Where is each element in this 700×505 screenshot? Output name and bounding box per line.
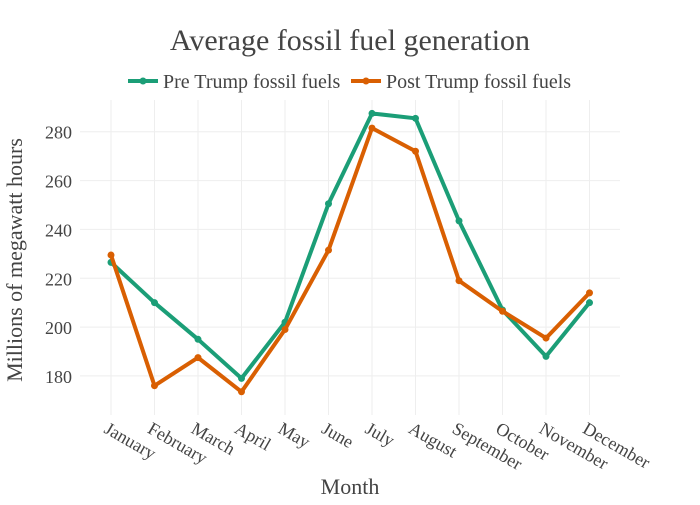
data-point[interactable]: [586, 289, 593, 297]
data-point[interactable]: [325, 200, 332, 208]
x-tick-label: July: [362, 418, 398, 450]
data-point[interactable]: [542, 352, 550, 360]
y-tick-label: 200: [45, 318, 72, 338]
data-point[interactable]: [455, 277, 463, 285]
data-point[interactable]: [412, 114, 419, 122]
data-point[interactable]: [368, 124, 376, 132]
legend-swatch-marker: [139, 77, 147, 85]
y-tick-label: 180: [45, 367, 72, 387]
y-axis-ticks: 180 200 220 240 260 280: [45, 123, 72, 387]
x-axis-title: Month: [321, 474, 380, 499]
y-axis-title: Millions of megawatt hours: [2, 138, 27, 382]
data-point[interactable]: [325, 246, 332, 254]
chart-title: Average fossil fuel generation: [170, 24, 530, 57]
data-point[interactable]: [586, 299, 593, 307]
data-point[interactable]: [281, 326, 289, 334]
legend-item-2[interactable]: Post Trump fossil fuels: [351, 71, 571, 93]
legend[interactable]: Pre Trump fossil fuels Post Trump fossil …: [128, 71, 571, 93]
x-tick-label: May: [275, 418, 314, 452]
series-layer: [107, 109, 593, 396]
legend-label: Post Trump fossil fuels: [386, 71, 571, 93]
series-1: [107, 109, 593, 382]
x-tick-label: April: [232, 418, 275, 454]
data-point[interactable]: [368, 109, 376, 117]
y-tick-label: 220: [45, 269, 72, 289]
legend-swatch-marker: [362, 77, 370, 85]
series-line: [109, 126, 592, 394]
data-point[interactable]: [238, 388, 245, 396]
x-tick-label: June: [319, 418, 358, 452]
data-point[interactable]: [194, 354, 202, 362]
data-point[interactable]: [542, 334, 550, 342]
data-point[interactable]: [412, 147, 419, 155]
legend-item-1[interactable]: Pre Trump fossil fuels: [128, 71, 340, 93]
y-tick-label: 260: [45, 172, 72, 192]
series-line: [109, 111, 592, 381]
data-point[interactable]: [455, 217, 463, 225]
data-point[interactable]: [107, 251, 115, 259]
data-point[interactable]: [151, 382, 158, 390]
y-tick-label: 280: [45, 123, 72, 143]
series-2: [107, 124, 593, 396]
data-point[interactable]: [499, 307, 506, 315]
data-point[interactable]: [238, 374, 245, 382]
x-tick-label: August: [406, 418, 461, 461]
legend-label: Pre Trump fossil fuels: [163, 71, 340, 93]
data-point[interactable]: [194, 335, 202, 343]
data-point[interactable]: [151, 299, 158, 307]
y-tick-label: 240: [45, 220, 72, 240]
grid-layer: [80, 100, 620, 415]
